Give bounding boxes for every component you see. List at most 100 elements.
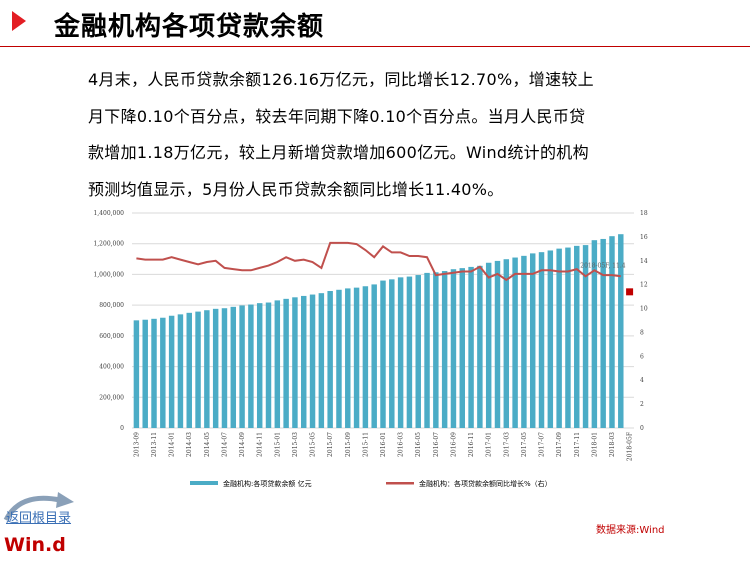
x-tick-label: 2018-05F (627, 432, 634, 461)
title-bar: 金融机构各项贷款余额 (0, 0, 750, 48)
bar (177, 314, 184, 428)
bar (556, 248, 562, 428)
y-right-tick-label: 6 (640, 353, 644, 360)
x-tick-label: 2017-09 (556, 432, 563, 457)
x-tick-label: 2014-07 (221, 432, 228, 457)
x-tick-label: 2014-09 (239, 432, 246, 457)
bar (256, 303, 263, 428)
x-tick-label: 2018-01 (591, 432, 598, 457)
wind-logo: Win.d (4, 534, 66, 556)
x-tick-label: 2017-11 (574, 432, 581, 457)
y-right-tick-label: 8 (640, 329, 644, 336)
summary-line: 预测均值显示，5月份人民币贷款余额同比增长11.40%。 (88, 179, 504, 199)
x-tick-label: 2016-07 (433, 432, 440, 457)
bar (406, 276, 413, 428)
bar (459, 268, 465, 428)
legend-bar-swatch (190, 481, 218, 485)
x-tick-label: 2013-11 (151, 432, 158, 457)
summary-line: 月下降0.10个百分点，较去年同期下降0.10个百分点。当月人民币贷 (88, 106, 586, 126)
bar (168, 315, 175, 428)
data-source: 数据来源:Wind (596, 525, 665, 536)
x-tick-label: 2015-05 (310, 432, 317, 457)
x-tick-label: 2015-03 (292, 432, 299, 457)
x-tick-label: 2016-11 (468, 432, 475, 457)
growth-series-line (136, 241, 621, 282)
bar (397, 277, 404, 428)
bar (433, 272, 439, 428)
bar (468, 266, 474, 428)
bar (618, 234, 624, 428)
page-title: 金融机构各项贷款余额 (54, 12, 325, 42)
y-left-tick-label: 1,200,000 (93, 241, 124, 248)
bar (389, 279, 395, 428)
bar (274, 300, 281, 428)
title-arrow-icon (12, 11, 26, 31)
bar (494, 260, 501, 428)
y-right-tick-label: 12 (640, 282, 648, 289)
y-right-tick-label: 4 (640, 377, 644, 384)
y-left-tick-label: 1,400,000 (93, 210, 124, 217)
bar (151, 318, 157, 428)
x-tick-label: 2017-01 (486, 432, 493, 457)
x-tick-label: 2016-01 (380, 432, 387, 457)
bar (441, 271, 448, 428)
bar (591, 240, 598, 428)
bar (529, 253, 536, 428)
bar (133, 320, 140, 428)
back-to-root-link[interactable]: 返回根目录 (6, 511, 72, 526)
y-left-tick-label: 1,000,000 (93, 271, 124, 278)
forecast-point (626, 288, 634, 296)
y-left-tick-label: 0 (120, 425, 124, 432)
bar (239, 305, 245, 428)
loan-balance-chart: 0 200,000 400,000 600,000 800,000 1,000,000 1,… (93, 210, 648, 488)
title-divider (0, 46, 750, 47)
bar (318, 293, 325, 428)
bar (353, 287, 360, 428)
bar (565, 247, 571, 428)
x-tick-label: 2016-05 (415, 432, 422, 457)
x-tick-label: 2018-03 (609, 432, 616, 457)
legend-line-swatch (386, 482, 414, 485)
y-right-tick-label: 2 (640, 401, 644, 408)
bar (574, 245, 580, 428)
x-tick-label: 2015-11 (362, 432, 369, 457)
x-tick-label: 2017-05 (521, 432, 528, 457)
x-tick-label: 2014-03 (186, 432, 193, 457)
summary-text: 4月末，人民币贷款余额126.16万亿元，同比增长12.70%，增速较上 月下降… (88, 62, 668, 208)
x-tick-label: 2014-05 (204, 432, 211, 457)
x-tick-label: 2015-01 (274, 432, 281, 457)
bar (309, 294, 316, 428)
bar (142, 319, 148, 428)
bar (503, 259, 510, 428)
bar (582, 245, 589, 428)
y-left-tick-label: 200,000 (99, 394, 124, 401)
bar (415, 275, 421, 428)
legend-line-label: 金融机构：各项贷款余额同比增长%（右） (419, 479, 552, 488)
bar (362, 286, 369, 428)
x-tick-label: 2013-09 (133, 432, 140, 457)
bar (538, 252, 545, 428)
bar (380, 280, 386, 428)
bar (609, 236, 615, 428)
x-tick-label: 2017-07 (539, 432, 546, 457)
y-left-tick-label: 600,000 (99, 333, 124, 340)
bar (477, 265, 483, 428)
bar (521, 255, 527, 428)
bar (160, 317, 166, 428)
y-right-tick-label: 14 (640, 258, 648, 265)
bar (292, 297, 298, 428)
y-right-tick-label: 16 (640, 234, 648, 241)
y-left-tick-label: 800,000 (99, 302, 124, 309)
bar (600, 238, 606, 428)
x-tick-label: 2014-11 (257, 432, 264, 457)
bar (283, 298, 289, 428)
summary-line: 4月末，人民币贷款余额126.16万亿元，同比增长12.70%，增速较上 (88, 70, 594, 89)
bar (221, 308, 228, 428)
bar (512, 257, 518, 428)
bar (248, 304, 254, 428)
bar (336, 289, 342, 428)
bar (424, 272, 430, 428)
bar (195, 311, 201, 428)
bar (212, 308, 219, 428)
bar (450, 269, 457, 428)
